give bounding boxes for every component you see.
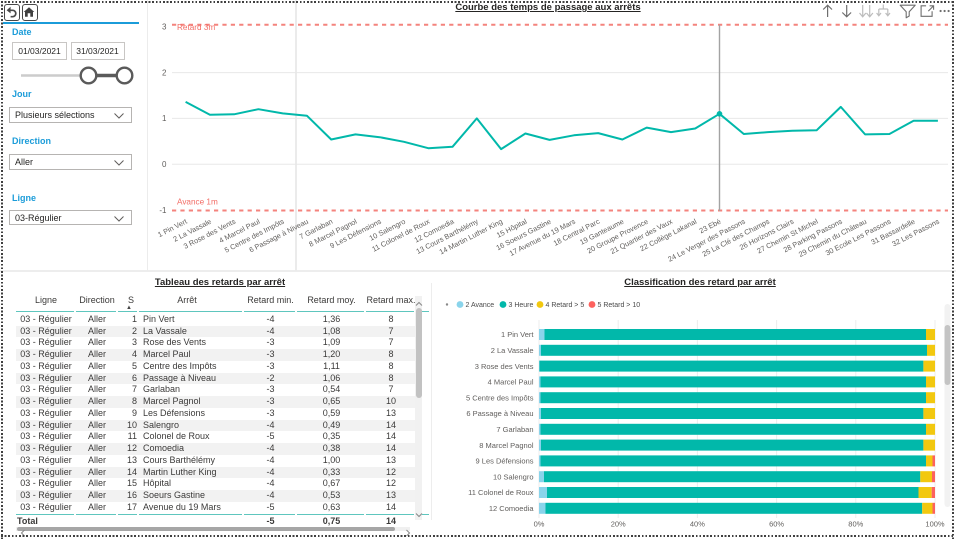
svg-text:100%: 100% bbox=[925, 520, 945, 529]
svg-text:Retard 3m: Retard 3m bbox=[177, 23, 215, 32]
svg-text:2 Avance: 2 Avance bbox=[466, 302, 495, 309]
svg-text:5 Centre des Impôts: 5 Centre des Impôts bbox=[466, 393, 534, 402]
svg-text:40%: 40% bbox=[690, 520, 705, 529]
svg-text:Avance 1m: Avance 1m bbox=[177, 198, 218, 207]
svg-text:3 Rose des Vents: 3 Rose des Vents bbox=[475, 362, 534, 371]
svg-text:2 La Vassale: 2 La Vassale bbox=[491, 346, 534, 355]
svg-text:5 Retard > 10: 5 Retard > 10 bbox=[598, 302, 641, 309]
svg-text:11 Colonel de Roux: 11 Colonel de Roux bbox=[468, 488, 534, 497]
svg-text:2: 2 bbox=[162, 68, 167, 77]
svg-text:60%: 60% bbox=[769, 520, 784, 529]
svg-text:20%: 20% bbox=[611, 520, 626, 529]
svg-text:10 Salengro: 10 Salengro bbox=[493, 472, 533, 481]
svg-text:4 Retard > 5: 4 Retard > 5 bbox=[546, 302, 585, 309]
svg-text:7 Garlaban: 7 Garlaban bbox=[496, 425, 533, 434]
svg-text:0: 0 bbox=[162, 160, 167, 169]
svg-text:8 Marcel Pagnol: 8 Marcel Pagnol bbox=[479, 441, 534, 450]
svg-text:1: 1 bbox=[162, 114, 167, 123]
svg-text:3: 3 bbox=[162, 23, 167, 32]
svg-text:6 Passage à Niveau: 6 Passage à Niveau bbox=[466, 409, 533, 418]
svg-text:80%: 80% bbox=[848, 520, 863, 529]
svg-text:-1: -1 bbox=[159, 206, 167, 215]
svg-text:4 Marcel Paul: 4 Marcel Paul bbox=[488, 378, 534, 387]
svg-text:9 Les Défensions: 9 Les Défensions bbox=[476, 457, 534, 466]
svg-text:12 Comoedia: 12 Comoedia bbox=[489, 504, 534, 513]
svg-text:3 Heure: 3 Heure bbox=[509, 302, 534, 309]
svg-text:1 Pin Vert: 1 Pin Vert bbox=[501, 330, 534, 339]
svg-text:0%: 0% bbox=[534, 520, 545, 529]
